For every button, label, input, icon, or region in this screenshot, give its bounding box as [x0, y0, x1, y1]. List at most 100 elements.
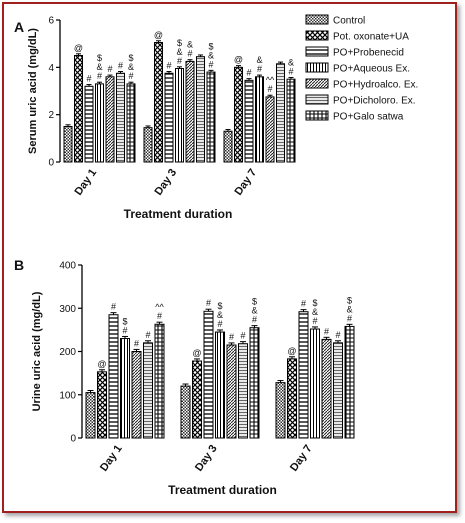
significance-mark: # [347, 313, 352, 323]
significance-mark: & [217, 310, 223, 320]
significance-mark: & [288, 57, 294, 67]
significance-mark: # [206, 298, 211, 308]
significance-mark: & [346, 304, 352, 314]
x-tick-label: Day 7 [233, 167, 260, 198]
y-tick-label: 300 [59, 304, 76, 315]
significance-mark: @ [74, 43, 83, 53]
bar [185, 60, 195, 163]
bar [143, 342, 153, 439]
significance-mark: # [267, 84, 272, 94]
significance-mark: $ [97, 53, 102, 63]
bar [192, 360, 202, 439]
panel-label: A [14, 19, 24, 35]
x-axis-label: Treatment duration [168, 483, 277, 497]
bar [175, 68, 184, 163]
significance-mark: # [252, 315, 257, 325]
y-tick-label: 400 [59, 261, 76, 272]
significance-mark: $ [312, 298, 317, 308]
bar [298, 311, 309, 439]
significance-mark: # [118, 61, 123, 71]
significance-mark: # [208, 59, 213, 69]
bar [154, 41, 163, 163]
bar [131, 351, 142, 439]
significance-mark: # [134, 338, 139, 348]
significance-mark: $ [122, 316, 127, 326]
x-tick-label: Day 7 [288, 443, 315, 474]
bar [265, 96, 275, 163]
y-tick-label: 4 [48, 63, 54, 74]
y-tick-label: 2 [48, 110, 54, 121]
chart-panel-b: B 0 100 200 300 400 Urine uric acid (mg/dL) @ # #… [14, 257, 355, 497]
significance-mark: # [217, 319, 222, 329]
significance-mark: # [157, 311, 162, 321]
significance-mark: $ [128, 53, 133, 63]
bar [310, 328, 320, 439]
significance-mark: # [246, 68, 251, 78]
bar [226, 344, 237, 439]
significance-mark: # [257, 64, 262, 74]
y-axis-label: Serum uric acid (mg/dL) [27, 28, 39, 154]
bar [203, 310, 214, 439]
bar [223, 130, 233, 163]
significance-mark: $ [208, 41, 213, 51]
significance-mark: # [288, 66, 293, 76]
bar [215, 331, 225, 439]
significance-mark: # [166, 61, 171, 71]
legend-swatch [305, 30, 329, 41]
significance-mark: & [251, 306, 257, 316]
legend-label: Control [333, 16, 365, 27]
bar [126, 83, 136, 163]
legend-swatch [305, 110, 329, 121]
legend: Control Pot. oxonate+UA PO+Probenecid PO+Aq… [305, 14, 418, 123]
significance-mark: @ [287, 346, 296, 356]
significance-mark: $ [177, 38, 182, 48]
bar [116, 72, 125, 163]
significance-mark: & [96, 62, 102, 72]
significance-mark: & [176, 47, 182, 57]
significance-mark: # [324, 326, 329, 336]
bar [287, 358, 297, 439]
significance-mark: # [335, 330, 340, 340]
significance-mark: $ [217, 301, 222, 311]
significance-mark: ^^ [266, 75, 275, 85]
bar [276, 63, 285, 163]
y-axis-label: Urine uric acid (mg/dL) [31, 291, 43, 411]
significance-mark: # [128, 71, 133, 81]
bar [143, 127, 153, 163]
legend-swatch [305, 14, 329, 25]
significance-mark: & [256, 55, 262, 65]
bar [255, 76, 264, 163]
significance-mark: # [145, 330, 150, 340]
bar [164, 72, 174, 163]
y-tick-label: 6 [48, 16, 54, 27]
bar [196, 56, 205, 163]
x-tick-label: Day 1 [98, 443, 125, 474]
bar [74, 55, 83, 163]
x-tick-label: Day 3 [193, 443, 220, 474]
legend-swatch [305, 78, 329, 89]
significance-mark: # [187, 49, 192, 59]
bar [286, 78, 296, 163]
significance-mark: $ [252, 297, 257, 307]
legend-label: PO+Probenecid [333, 48, 404, 59]
legend-swatch [305, 46, 329, 57]
x-tick-label: Day 1 [73, 167, 100, 198]
bar [84, 85, 94, 163]
legend-label: Pot. oxonate+UA [333, 32, 409, 43]
significance-mark: # [122, 325, 127, 335]
bar [180, 385, 191, 439]
bar [85, 392, 96, 439]
bar [97, 371, 107, 439]
bar [249, 327, 260, 439]
significance-mark: # [240, 331, 245, 341]
bar [238, 343, 248, 439]
y-tick-label: 200 [59, 347, 76, 358]
significance-mark: # [86, 74, 91, 84]
significance-mark: & [187, 40, 193, 50]
bar [154, 323, 165, 439]
y-tick-label: 100 [59, 390, 76, 401]
bar [275, 382, 286, 439]
bar [120, 338, 130, 439]
significance-mark: & [128, 62, 134, 72]
